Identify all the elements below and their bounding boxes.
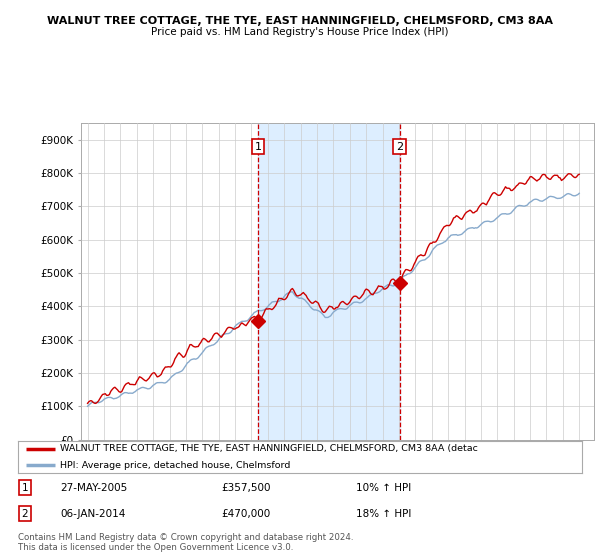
Text: 10% ↑ HPI: 10% ↑ HPI [356, 483, 412, 493]
Text: 2: 2 [22, 508, 28, 519]
Text: Price paid vs. HM Land Registry's House Price Index (HPI): Price paid vs. HM Land Registry's House … [151, 27, 449, 37]
Text: 1: 1 [254, 142, 262, 152]
Text: 18% ↑ HPI: 18% ↑ HPI [356, 508, 412, 519]
Text: WALNUT TREE COTTAGE, THE TYE, EAST HANNINGFIELD, CHELMSFORD, CM3 8AA (detac: WALNUT TREE COTTAGE, THE TYE, EAST HANNI… [60, 444, 478, 454]
Text: £357,500: £357,500 [221, 483, 271, 493]
Text: 1: 1 [22, 483, 28, 493]
Text: 06-JAN-2014: 06-JAN-2014 [60, 508, 125, 519]
Bar [258, 123, 400, 440]
Text: WALNUT TREE COTTAGE, THE TYE, EAST HANNINGFIELD, CHELMSFORD, CM3 8AA: WALNUT TREE COTTAGE, THE TYE, EAST HANNI… [47, 16, 553, 26]
Text: This data is licensed under the Open Government Licence v3.0.: This data is licensed under the Open Gov… [18, 543, 293, 552]
Text: 2: 2 [396, 142, 403, 152]
Text: Contains HM Land Registry data © Crown copyright and database right 2024.: Contains HM Land Registry data © Crown c… [18, 533, 353, 542]
Text: HPI: Average price, detached house, Chelmsford: HPI: Average price, detached house, Chel… [60, 460, 290, 470]
Text: 27-MAY-2005: 27-MAY-2005 [60, 483, 128, 493]
Text: £470,000: £470,000 [221, 508, 270, 519]
